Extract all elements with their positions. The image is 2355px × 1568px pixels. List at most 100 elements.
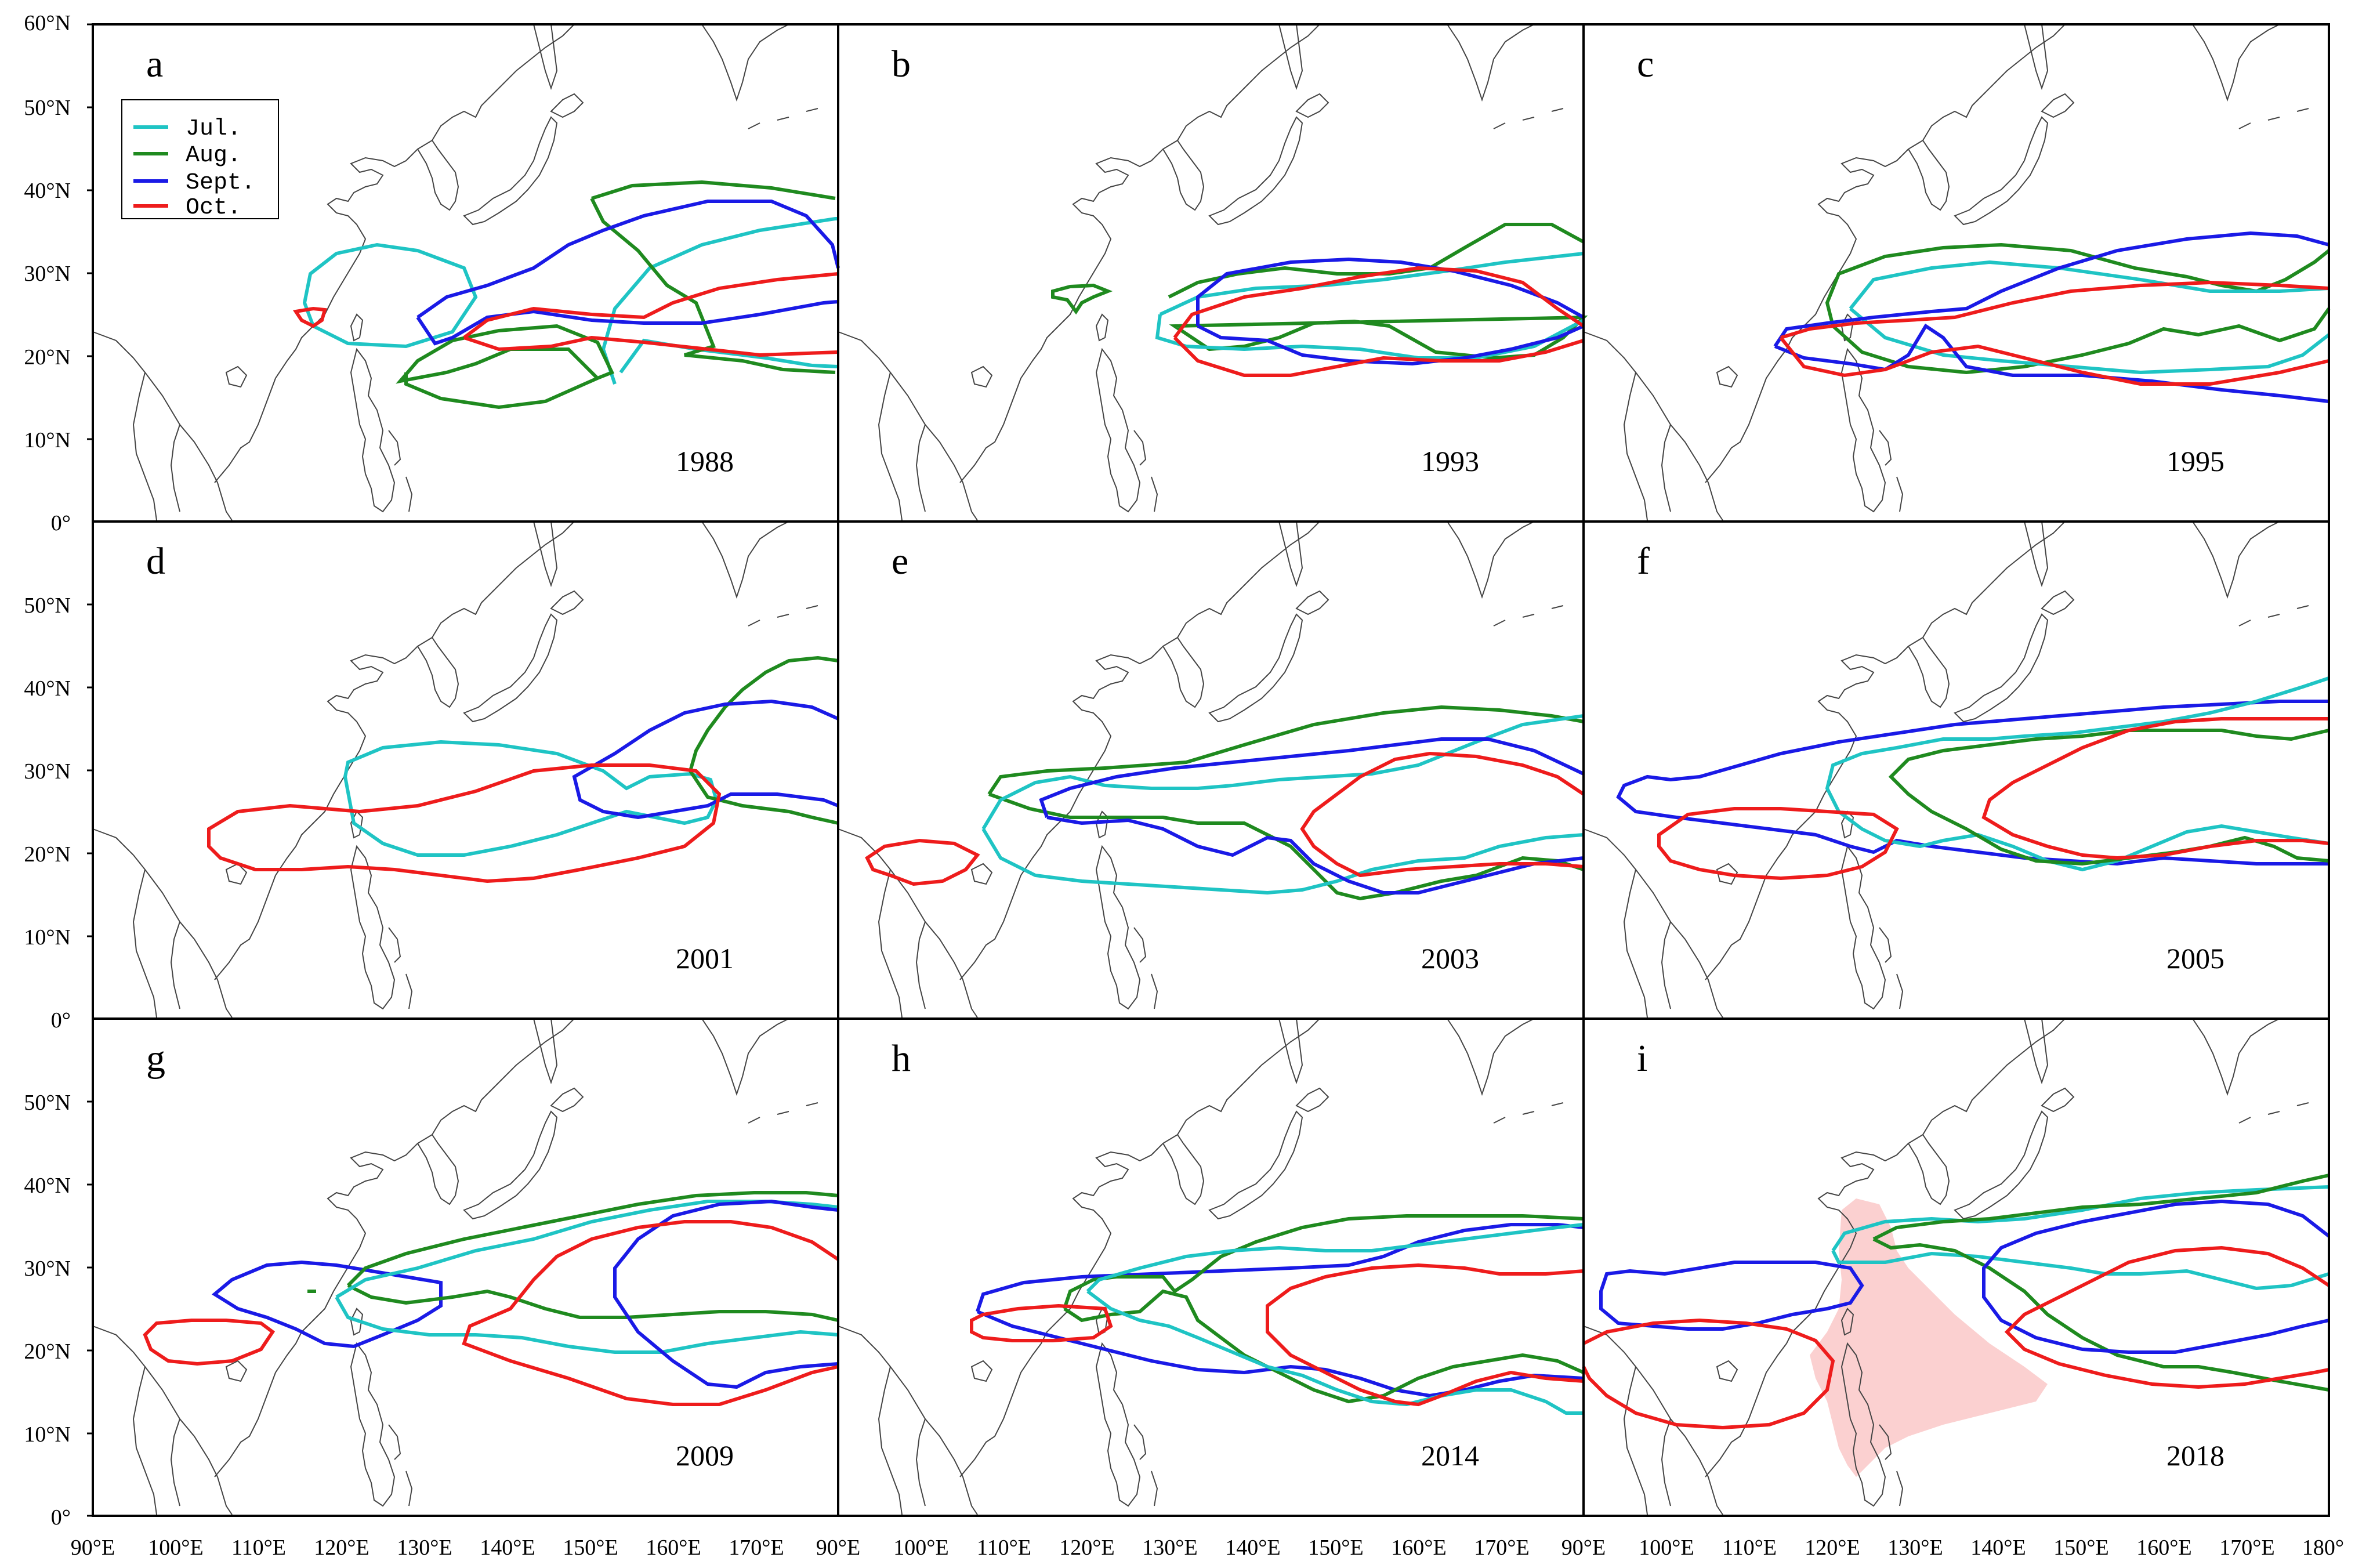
y-tick-label: 0° xyxy=(51,511,71,535)
sept-contour xyxy=(613,1199,839,1389)
x-tick-label: 150°E xyxy=(2053,1536,2108,1560)
sept-contour xyxy=(1039,737,1585,895)
sept-contour xyxy=(1982,1199,2330,1354)
panel-a: a 1988 Jul. Aug. Sept. Oct. xyxy=(92,24,840,521)
x-tick-label: 170°E xyxy=(1474,1536,1529,1560)
panel-letter: d xyxy=(146,540,165,582)
panel-year: 2018 xyxy=(2166,1439,2224,1472)
panel-g: g 2009 xyxy=(92,1018,839,1515)
sept-contour xyxy=(976,1223,1584,1398)
x-tick-label: 130°E xyxy=(1142,1536,1197,1560)
y-tick-label: 20°N xyxy=(24,842,71,867)
sept-contour xyxy=(1616,700,2329,866)
panel-letter: f xyxy=(1637,540,1650,582)
panel-year: 1995 xyxy=(2166,445,2224,477)
panel-year: 2009 xyxy=(676,1439,734,1472)
oct-contour xyxy=(1981,717,2329,860)
x-tick-label: 140°E xyxy=(1970,1536,2026,1560)
x-tick-label: 90°E xyxy=(1561,1536,1606,1560)
y-tick-label: 30°N xyxy=(24,1256,71,1281)
panel-f: f 2005 xyxy=(1583,521,2329,1018)
jul-contour xyxy=(1825,676,2329,872)
oct-contour xyxy=(970,1303,1113,1342)
panel-b: b 1993 xyxy=(838,24,1588,521)
x-tick-label: 120°E xyxy=(1059,1536,1114,1560)
sept-contour xyxy=(572,699,839,820)
oct-contour xyxy=(292,306,327,328)
x-tick-label: 120°E xyxy=(1805,1536,1860,1560)
x-axis-labels: 90°E 100°E 110°E 120°E 130°E 140°E 150°E… xyxy=(71,1536,2344,1560)
oct-contour xyxy=(1657,807,1899,881)
aug-contour xyxy=(590,180,836,374)
y-tick-label: 10°N xyxy=(24,925,71,950)
oct-contour xyxy=(207,763,722,883)
sept-contour xyxy=(1599,1261,1864,1331)
x-tick-label: 100°E xyxy=(148,1536,203,1560)
y-tick-label: 40°N xyxy=(24,676,71,701)
panel-year: 2005 xyxy=(2166,942,2224,975)
y-tick-label: 20°N xyxy=(24,1339,71,1364)
panel-c: c 1995 xyxy=(1583,24,2331,521)
x-tick-label: 150°E xyxy=(1308,1536,1363,1560)
jul-contour xyxy=(302,242,478,349)
y-tick-label: 40°N xyxy=(24,179,71,203)
jul-contour xyxy=(1831,1185,2329,1291)
oct-contour xyxy=(143,1319,276,1366)
y-tick-label: 0° xyxy=(51,1008,71,1033)
y-tick-label: 50°N xyxy=(24,96,71,120)
aug-contour xyxy=(396,324,615,410)
panel-letter: g xyxy=(146,1037,165,1080)
y-tick-label: 40°N xyxy=(24,1174,71,1198)
legend-box xyxy=(121,99,279,219)
sept-contour xyxy=(211,1260,443,1349)
x-tick-label: 160°E xyxy=(2136,1536,2191,1560)
sept-contour xyxy=(416,200,840,346)
oct-contour xyxy=(462,1220,839,1406)
aug-contour xyxy=(1888,729,2329,866)
oct-contour xyxy=(865,838,980,886)
panel-letter: i xyxy=(1637,1037,1647,1080)
oct-contour xyxy=(1173,266,1585,377)
x-tick-label: 150°E xyxy=(563,1536,618,1560)
panel-letter: h xyxy=(892,1037,911,1080)
aug-contour xyxy=(987,705,1584,901)
x-tick-label: 110°E xyxy=(977,1536,1031,1560)
panel-year: 1988 xyxy=(676,445,734,477)
x-tick-label: 160°E xyxy=(1391,1536,1446,1560)
panel-letter: e xyxy=(892,540,908,582)
x-tick-label: 180° xyxy=(2302,1536,2344,1560)
oct-contour xyxy=(2004,1245,2330,1389)
y-tick-label: 30°N xyxy=(24,262,71,286)
oct-contour xyxy=(463,272,839,357)
tick-marks xyxy=(87,23,93,1517)
aug-contour xyxy=(1051,283,1113,315)
y-tick-label: 50°N xyxy=(24,593,71,618)
y-tick-label: 20°N xyxy=(24,345,71,370)
panel-year: 1993 xyxy=(1421,445,1479,477)
x-tick-label: 130°E xyxy=(1887,1536,1943,1560)
jul-contour xyxy=(343,740,719,857)
shaded-region xyxy=(1810,1198,2048,1477)
panel-e: e 2003 xyxy=(838,521,1585,1018)
jul-contour xyxy=(1155,252,1585,360)
x-tick-label: 170°E xyxy=(2219,1536,2274,1560)
panel-i: i 2018 xyxy=(1582,1018,2330,1515)
panel-h: h 2014 xyxy=(838,1018,1585,1515)
jul-contour xyxy=(601,217,839,385)
panel-year: 2014 xyxy=(1421,1439,1479,1472)
oct-contour xyxy=(1582,1318,1835,1430)
legend: Jul. Aug. Sept. Oct. xyxy=(121,99,279,221)
aug-contour xyxy=(1872,1174,2329,1392)
jul-contour xyxy=(1086,1223,1584,1415)
y-tick-label: 30°N xyxy=(24,759,71,784)
y-tick-label: 10°N xyxy=(24,428,71,452)
y-axis-labels: 60°N 50°N 40°N 30°N 20°N 10°N 0° 50°N 40… xyxy=(24,11,71,1530)
x-tick-label: 170°E xyxy=(729,1536,784,1560)
y-tick-label: 50°N xyxy=(24,1091,71,1115)
oct-contour xyxy=(1779,280,2329,386)
panel-d: d 2001 xyxy=(92,521,839,1018)
sept-contour xyxy=(1773,231,2329,403)
y-tick-label: 10°N xyxy=(24,1422,71,1447)
legend-label: Oct. xyxy=(186,195,241,221)
